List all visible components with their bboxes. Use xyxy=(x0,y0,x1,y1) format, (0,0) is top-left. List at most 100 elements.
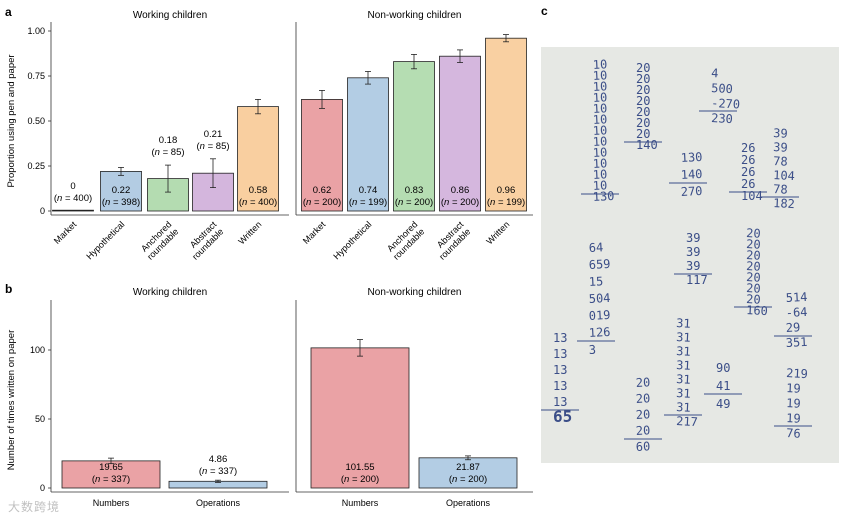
handwritten-number: 10 xyxy=(592,101,607,116)
handwritten-number: 65 xyxy=(553,407,572,426)
handwritten-number: 13 xyxy=(553,379,567,393)
group-title: Working children xyxy=(133,287,207,298)
handwritten-number: 20 xyxy=(746,270,761,285)
handwritten-number: 019 xyxy=(588,308,610,323)
value-label: 0.83 xyxy=(405,185,424,196)
handwritten-number: 20 xyxy=(746,248,761,263)
y-axis-title: Number of times written on paper xyxy=(6,330,17,470)
handwritten-number: 29 xyxy=(785,320,800,335)
value-label: 0.22 xyxy=(112,185,131,196)
handwritten-number: 3 xyxy=(588,343,596,357)
handwritten-number: 26 xyxy=(741,165,755,179)
watermark: 大数跨境 xyxy=(8,500,61,514)
value-label: 0.96 xyxy=(497,185,516,196)
handwritten-number: -270 xyxy=(711,96,741,111)
y-tick-label: 0.75 xyxy=(27,71,45,81)
handwritten-number: 39 xyxy=(773,140,788,155)
handwritten-number: 41 xyxy=(716,379,730,393)
handwritten-number: 126 xyxy=(588,325,610,340)
handwritten-number: 31 xyxy=(676,358,691,373)
handwritten-number: 31 xyxy=(676,316,691,331)
n-label: (n = 199) xyxy=(349,197,387,208)
handwritten-number: 351 xyxy=(785,335,807,350)
bar xyxy=(485,37,527,212)
value-label: 0.62 xyxy=(313,185,332,196)
handwritten-number: 182 xyxy=(773,196,795,211)
handwritten-number: 104 xyxy=(741,189,763,203)
group-title: Working children xyxy=(133,10,207,21)
handwritten-number: 31 xyxy=(676,330,691,345)
bar xyxy=(418,457,518,489)
panel-a: a Proportion using pen and paper 0 0.25 0.50… xyxy=(5,5,533,262)
handwritten-number: 20 xyxy=(746,237,761,252)
handwritten-number: 26 xyxy=(741,177,755,191)
bar xyxy=(100,170,142,212)
handwritten-number: 26 xyxy=(741,141,755,155)
handwritten-number: 31 xyxy=(676,344,691,359)
handwritten-number: 10 xyxy=(592,134,607,149)
group-title: Non-working children xyxy=(368,287,462,298)
group-title: Non-working children xyxy=(368,10,462,21)
bar xyxy=(61,460,161,489)
handwritten-number: 90 xyxy=(716,361,730,375)
handwritten-number: 117 xyxy=(686,273,708,287)
category-label: Numbers xyxy=(342,498,379,508)
handwritten-number: 13 xyxy=(553,395,567,409)
handwritten-number: 130 xyxy=(592,189,614,204)
category-label: Abstractroundable xyxy=(430,219,473,262)
handwritten-number: 39 xyxy=(686,245,700,259)
handwritten-number: 19 xyxy=(786,396,801,411)
handwritten-number: 60 xyxy=(635,439,650,454)
handwritten-number: 78 xyxy=(773,182,788,197)
y-tick-label: 50 xyxy=(35,414,45,424)
category-label: Market xyxy=(52,219,79,246)
handwritten-number: 10 xyxy=(592,178,607,193)
handwritten-number: 76 xyxy=(786,426,801,441)
value-label: 0.86 xyxy=(451,185,470,196)
handwritten-number: 15 xyxy=(588,274,603,289)
panel-label-c: c xyxy=(541,4,548,18)
paper-background xyxy=(541,47,839,463)
n-label: (n = 85) xyxy=(151,147,184,158)
n-label: (n = 200) xyxy=(449,474,487,485)
handwritten-number: 130 xyxy=(680,150,702,165)
handwritten-number: 10 xyxy=(592,167,607,182)
n-label: (n = 200) xyxy=(441,197,479,208)
category-label: Market xyxy=(301,219,328,246)
handwritten-number: 140 xyxy=(680,167,702,182)
handwritten-number: 10 xyxy=(592,90,607,105)
value-label: 0.18 xyxy=(159,135,178,146)
handwritten-number: 39 xyxy=(686,231,700,245)
handwritten-number: 20 xyxy=(746,259,761,274)
value-label: 0.58 xyxy=(249,185,268,196)
handwritten-number: 514 xyxy=(785,290,807,305)
handwritten-number: 217 xyxy=(676,414,698,429)
n-label: (n = 200) xyxy=(395,197,433,208)
category-label: Abstractroundable xyxy=(183,219,226,262)
handwritten-number: 39 xyxy=(686,259,700,273)
handwritten-number: 10 xyxy=(592,79,607,94)
panel-label-a: a xyxy=(5,5,12,19)
handwritten-number: 270 xyxy=(680,184,702,199)
bar xyxy=(237,106,279,212)
value-label: 19.65 xyxy=(99,462,123,473)
bar xyxy=(52,209,94,212)
bar xyxy=(439,55,481,212)
handwritten-number: 20 xyxy=(635,407,650,422)
value-label: 0 xyxy=(70,181,75,192)
category-label: Operations xyxy=(196,498,241,508)
value-label: 4.86 xyxy=(209,454,228,465)
handwritten-number: 10 xyxy=(592,156,607,171)
handwritten-number: 49 xyxy=(716,397,730,411)
handwritten-number: 104 xyxy=(773,168,795,183)
bar xyxy=(393,61,435,212)
handwritten-number: 140 xyxy=(636,138,658,152)
handwritten-number: 500 xyxy=(711,81,733,96)
handwritten-number: 31 xyxy=(676,372,691,387)
category-label: Written xyxy=(484,219,511,246)
panel-b: b Number of times written on paper 0 50 100 W… xyxy=(5,282,533,508)
handwritten-number: 4 xyxy=(711,66,719,80)
category-label: Hypothetical xyxy=(84,219,126,261)
category-label: Written xyxy=(236,219,263,246)
handwritten-number: 13 xyxy=(553,331,567,345)
